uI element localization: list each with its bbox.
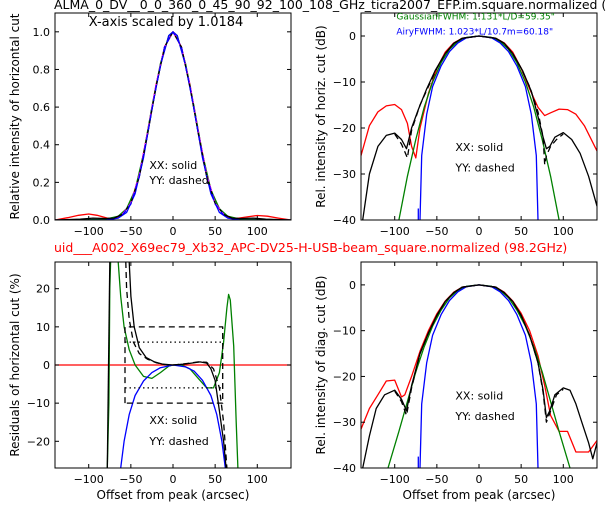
x-tick-label: −50 [425,473,448,486]
y-tick-label: −40 [333,462,356,475]
annotation-2: AiryFWHM: 1.023*L/10.7m=60.18" [396,28,553,38]
figure-subtitle: uid___A002_X69ec79_Xb32_APC-DV25-H-USB-b… [54,240,567,255]
x-axis-label: Offset from peak (arcsec) [403,488,556,502]
y-tick-label: −20 [27,435,50,448]
y-axis-label: Rel. intensity of diag. cut (dB) [314,276,328,455]
panel-horizontal-cut-linear: −100 −50 0 50 100 0.0 0.2 0.4 0.6 0.8 1.0 Relative … [8,12,292,238]
x-tick-label: 50 [514,473,528,486]
y-tick-label: −30 [333,416,356,429]
y-tick-label: 0.8 [33,63,51,76]
y-tick-label: 0 [43,359,50,372]
series-line-6 [128,262,227,468]
series-group [55,31,291,220]
x-tick-label: 100 [553,473,574,486]
x-tick-label: 100 [247,473,268,486]
y-axis-label: Relative intensity of horizontal cut [8,13,22,219]
plot-area [55,13,291,220]
x-tick-label: −100 [380,473,410,486]
plot-area [361,262,597,468]
annotation-1: GaussianFWHM: 1.131*L/D=59.35" [396,12,554,22]
y-axis-label: Residuals of horizontal cut (%) [8,273,22,456]
y-tick-label: −10 [333,325,356,338]
annotation-2: YY: dashed [148,435,208,448]
x-tick-label: 0 [170,225,177,238]
series-line-5 [362,284,597,468]
y-tick-label: 0.0 [33,214,51,227]
x-tick-label: −100 [74,225,104,238]
y-tick-label: 1.0 [33,26,51,39]
x-tick-label: 50 [208,473,222,486]
x-tick-label: 50 [514,225,528,238]
x-tick-label: −100 [74,473,104,486]
annotation-1: XX: solid [455,389,503,402]
annotation-2: YY: dashed [454,410,514,423]
y-tick-label: −40 [333,214,356,227]
annotation-4: YY: dashed [454,162,514,175]
x-tick-label: 100 [553,225,574,238]
y-tick-label: −20 [333,370,356,383]
x-tick-label: −100 [380,225,410,238]
annotation-1: X-axis scaled by 1.0184 [89,15,244,30]
series-line-6 [121,31,225,216]
series-group [55,262,291,468]
series-group [361,35,597,220]
annotation-2: XX: solid [149,159,197,172]
plot-area [361,13,597,220]
series-line-6 [394,35,564,166]
x-tick-label: −50 [119,225,142,238]
annotation-1: XX: solid [149,414,197,427]
x-axis-label: Offset from peak (arcsec) [97,488,250,502]
series-line-5 [106,262,111,468]
y-tick-label: 20 [36,283,50,296]
x-tick-label: 100 [247,225,268,238]
series-line-6 [394,284,564,423]
x-tick-label: 50 [208,225,222,238]
y-tick-label: 10 [36,321,50,334]
y-tick-label: 0.4 [33,139,51,152]
x-tick-label: −50 [425,225,448,238]
x-tick-label: −50 [119,473,142,486]
y-tick-label: −10 [27,397,50,410]
x-tick-label: 0 [476,225,483,238]
y-tick-label: 0.2 [33,176,51,189]
x-tick-label: 0 [170,473,177,486]
y-tick-label: 0.6 [33,101,51,114]
series-group [361,284,597,468]
series-line-7 [125,262,228,468]
figure-title: ALMA_0_DV__0_0_360_0_45_90_92_100_108_GH… [54,0,606,12]
y-tick-label: −20 [333,122,356,135]
y-tick-label: −10 [333,76,356,89]
series-line-5 [362,35,597,220]
series-line-8 [124,326,224,404]
y-tick-label: 0 [349,30,356,43]
annotation-3: YY: dashed [148,174,208,187]
y-tick-label: 0 [349,279,356,292]
y-axis-label: Rel. intensity of horiz. cut (dB) [314,25,328,207]
y-tick-label: −30 [333,168,356,181]
annotation-3: XX: solid [455,141,503,154]
x-tick-label: 0 [476,473,483,486]
